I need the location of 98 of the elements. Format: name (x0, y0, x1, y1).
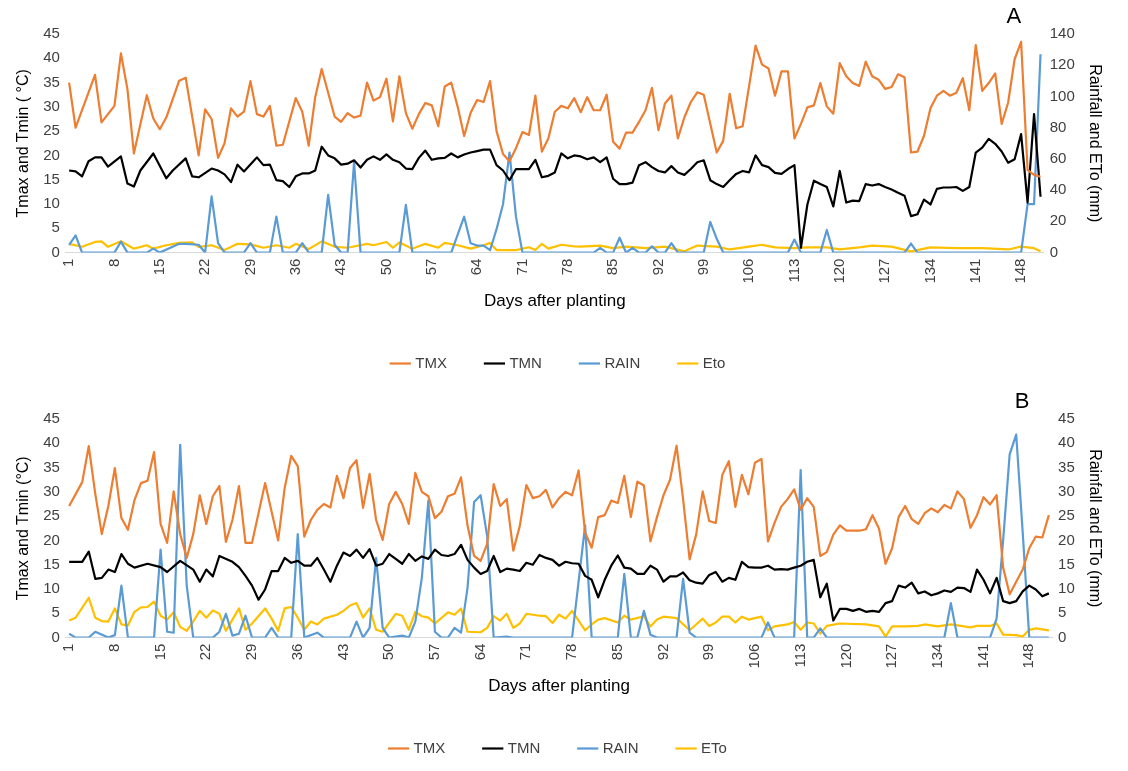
x-tick-label: 92 (653, 643, 671, 661)
x-tick-label: 141 (965, 258, 983, 284)
x-axis-title: Days after planting (483, 291, 626, 311)
y2-tick-label: 100 (1049, 86, 1075, 104)
y-axis-title: Tmax and Tmin (°C) (14, 456, 32, 601)
y-tick-label: 35 (43, 72, 60, 90)
x-tick-label: 43 (333, 643, 351, 661)
x-tick-label: 1 (59, 643, 77, 652)
x-tick-label: 148 (1011, 258, 1029, 284)
y-tick-label: 15 (43, 554, 60, 572)
x-tick-label: 8 (104, 258, 122, 267)
x-tick-label: 29 (240, 258, 258, 276)
legend-label: RAIN (604, 353, 641, 371)
x-tick-label: 50 (376, 258, 394, 276)
y2-tick-label: 120 (1049, 55, 1075, 73)
y2-tick-label: 30 (1058, 482, 1075, 499)
y2-tick-label: 10 (1058, 579, 1075, 597)
x-tick-label: 64 (467, 258, 485, 276)
x-tick-label: 113 (790, 643, 808, 668)
x-tick-label: 36 (287, 643, 305, 661)
y2-tick-label: 40 (1049, 180, 1067, 198)
x-tick-label: 92 (648, 258, 666, 276)
y-tick-label: 10 (43, 579, 60, 597)
legend-label: Eto (702, 353, 726, 371)
x-tick-label: 141 (973, 643, 991, 669)
x-tick-label: 78 (562, 643, 580, 661)
y-tick-label: 40 (43, 48, 60, 66)
x-tick-label: 120 (836, 643, 854, 669)
y-tick-label: 10 (43, 194, 60, 212)
x-tick-label: 71 (512, 258, 530, 276)
x-tick-label: 15 (149, 258, 167, 276)
y-tick-label: 45 (43, 24, 60, 42)
x-tick-label: 134 (927, 643, 945, 669)
y2-tick-label: 60 (1049, 149, 1067, 167)
x-tick-label: 22 (195, 258, 213, 276)
y2-tick-label: 20 (1049, 211, 1067, 229)
y-tick-label: 30 (43, 97, 60, 114)
x-tick-label: 99 (693, 258, 711, 276)
y2-tick-label: 45 (1058, 409, 1075, 427)
chart-title: B (1014, 388, 1030, 414)
x-tick-label: 120 (829, 258, 847, 284)
x-tick-label: 36 (285, 258, 303, 276)
legend-label: TMX (413, 738, 446, 756)
legend-label: ETo (701, 738, 727, 756)
x-tick-label: 127 (875, 258, 893, 284)
x-tick-label: 148 (1019, 643, 1037, 669)
y-tick-label: 0 (51, 242, 60, 260)
x-tick-label: 8 (105, 643, 123, 652)
y-axis-title: Tmax and Tmin ( °C) (14, 69, 32, 218)
y-tick-label: 5 (51, 603, 60, 621)
y-tick-label: 25 (43, 506, 60, 524)
x-tick-label: 50 (379, 643, 397, 661)
y-tick-label: 30 (43, 482, 60, 499)
y2-tick-label: 35 (1058, 457, 1075, 475)
y-tick-label: 0 (51, 627, 60, 645)
y-tick-label: 35 (43, 457, 60, 475)
x-tick-label: 99 (699, 643, 717, 661)
y2-tick-label: 20 (1058, 530, 1075, 548)
y2-axis-title: Rainfall and ETo (mm) (1086, 64, 1104, 223)
y2-tick-label: 5 (1058, 603, 1067, 621)
x-tick-label: 106 (745, 643, 763, 669)
y2-tick-label: 80 (1049, 117, 1067, 135)
x-tick-label: 113 (784, 258, 802, 283)
y2-tick-label: 40 (1058, 433, 1075, 451)
x-tick-label: 57 (425, 643, 443, 661)
y2-tick-label: 15 (1058, 554, 1075, 572)
x-tick-label: 134 (920, 258, 938, 284)
x-tick-label: 78 (557, 258, 575, 276)
x-tick-label: 57 (421, 258, 439, 276)
legend-label: TMX (415, 353, 447, 371)
y-tick-label: 25 (43, 121, 60, 139)
y2-tick-label: 0 (1058, 627, 1067, 645)
legend-label: RAIN (602, 738, 639, 756)
y-tick-label: 40 (43, 433, 60, 451)
x-tick-label: 85 (603, 258, 621, 276)
y2-axis-title: Rainfall and ETo (mm) (1086, 449, 1104, 608)
chart-title: A (1006, 3, 1022, 29)
x-tick-label: 22 (196, 643, 214, 661)
y2-tick-label: 25 (1058, 506, 1075, 524)
y-tick-label: 5 (51, 218, 60, 236)
x-tick-label: 29 (242, 643, 260, 661)
x-tick-label: 71 (516, 643, 534, 661)
legend-label: TMN (509, 353, 542, 371)
y2-tick-label: 0 (1049, 242, 1059, 260)
x-tick-label: 85 (607, 643, 625, 661)
y-tick-label: 20 (43, 530, 60, 548)
x-axis-title: Days after planting (488, 676, 630, 696)
y-tick-label: 45 (43, 409, 60, 427)
x-tick-label: 127 (882, 643, 900, 669)
y-tick-label: 15 (43, 169, 60, 187)
y2-tick-label: 140 (1049, 24, 1075, 42)
legend-label: TMN (507, 738, 541, 756)
x-tick-label: 1 (59, 258, 77, 267)
y-tick-label: 20 (43, 145, 60, 163)
x-tick-label: 64 (470, 643, 488, 661)
x-tick-label: 43 (331, 258, 349, 276)
x-tick-label: 15 (150, 643, 168, 661)
x-tick-label: 106 (739, 258, 757, 284)
